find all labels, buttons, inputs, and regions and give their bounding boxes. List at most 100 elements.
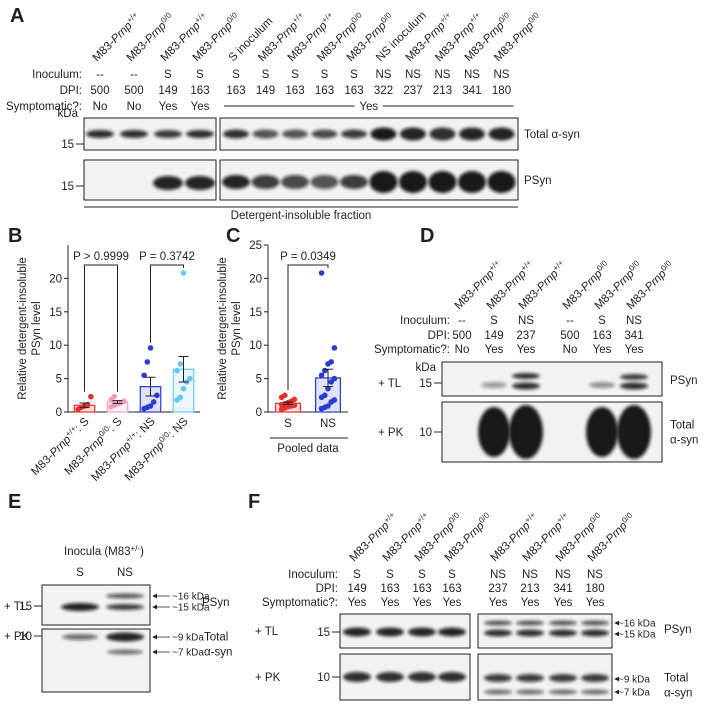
condition-label: + TL [4,601,28,613]
y-axis-label: Relative detergent-insoluble [217,257,229,400]
annotation: P = 0.0349 [280,251,336,263]
data-point [111,393,118,400]
band [581,674,609,682]
data-point [150,399,157,405]
row-label: Symptomatic?: [6,101,82,113]
row-value: 149 [256,85,275,97]
row-value: S [196,69,204,81]
band [586,407,618,457]
significance-bracket [84,264,118,392]
panel-label: C [226,225,240,247]
row-value: Yes [593,344,612,356]
blot-label: PSyn [670,375,698,387]
row-value: 341 [462,85,481,97]
x-axis-label: Pooled data [277,443,339,455]
significance-bracket [287,264,329,391]
size-label: ~15 kDa [172,603,210,614]
row-value: 180 [492,85,511,97]
lane-label: S [76,567,84,579]
data-point [318,372,325,379]
row-value: NS [587,569,603,581]
band [251,175,280,189]
row-value: 149 [484,330,503,342]
data-point [331,397,338,403]
blot-label: Total [670,420,694,432]
label-suffix: ) [140,546,144,558]
y-tick-label: 25 [249,240,262,252]
row-value: 163 [380,583,399,595]
band [428,171,457,193]
row-value: NS [405,69,421,81]
row-value: 213 [520,583,539,595]
band [484,689,512,695]
band [252,129,279,139]
row-value: 163 [285,85,304,97]
condition-label: + PK [4,631,30,643]
row-value: 237 [516,330,535,342]
band [438,672,466,682]
blot-label: Total [664,673,688,685]
y-tick-label: 15 [49,307,62,319]
y-axis-label: Relative detergent-insoluble [17,257,29,400]
kda-marker: 15 [419,378,432,390]
row-value: 500 [124,85,143,97]
kda-marker: 15 [317,627,330,639]
blot-label: α-syn [664,688,692,700]
band [581,620,609,626]
row-label: DPI: [316,583,338,595]
row-value: 163 [344,85,363,97]
size-label: ~16 kDa [618,619,656,630]
row-value: No [93,101,108,113]
band [509,405,543,459]
kda-label: kDa [416,362,437,374]
panel-label: F [248,491,260,513]
band [487,171,516,193]
data-point [174,367,180,374]
row-value: Yes [485,344,504,356]
label-suffix: : NS [133,415,158,440]
band [62,634,98,640]
data-point [88,393,94,400]
band [516,629,544,637]
row-value: NS [464,69,480,81]
row-value: S [291,69,299,81]
band [400,127,426,141]
row-label: Inoculum: [288,569,338,581]
size-label: ~7 kDa [172,648,204,659]
band [549,629,577,637]
y-tick-label: 5 [56,374,62,386]
size-label: ~9 kDa [618,675,650,686]
row-label: DPI: [60,85,82,97]
row-value: Yes [625,344,644,356]
kda-marker: 15 [61,181,74,193]
blot-label: PSyn [202,597,230,609]
condition-label: + PK [378,427,404,439]
band [376,627,404,637]
row-value: S [350,69,358,81]
y-tick-label: 20 [249,273,262,285]
row-value: 180 [585,583,604,595]
band [549,674,577,682]
row-value: NS [490,569,506,581]
error-bar [145,376,156,397]
band [617,405,651,459]
annotation: P = 0.3742 [139,251,195,263]
y-axis-label: PSyn level [231,301,243,355]
error-bar [79,402,90,409]
row-value: 500 [560,330,579,342]
data-point [121,398,127,405]
row-value: 163 [592,330,611,342]
row-value: Yes [191,101,210,113]
annotation: P > 0.9999 [73,251,129,263]
row-value: No [563,344,578,356]
lane-label: NS [117,567,133,579]
data-point [322,392,328,399]
band [106,593,144,599]
band [429,127,456,141]
data-point [322,367,328,374]
row-value: Yes [381,597,400,609]
error-bar [323,368,333,388]
blot-label: PSyn [524,175,552,187]
band [478,407,510,457]
row-value: S [164,69,172,81]
